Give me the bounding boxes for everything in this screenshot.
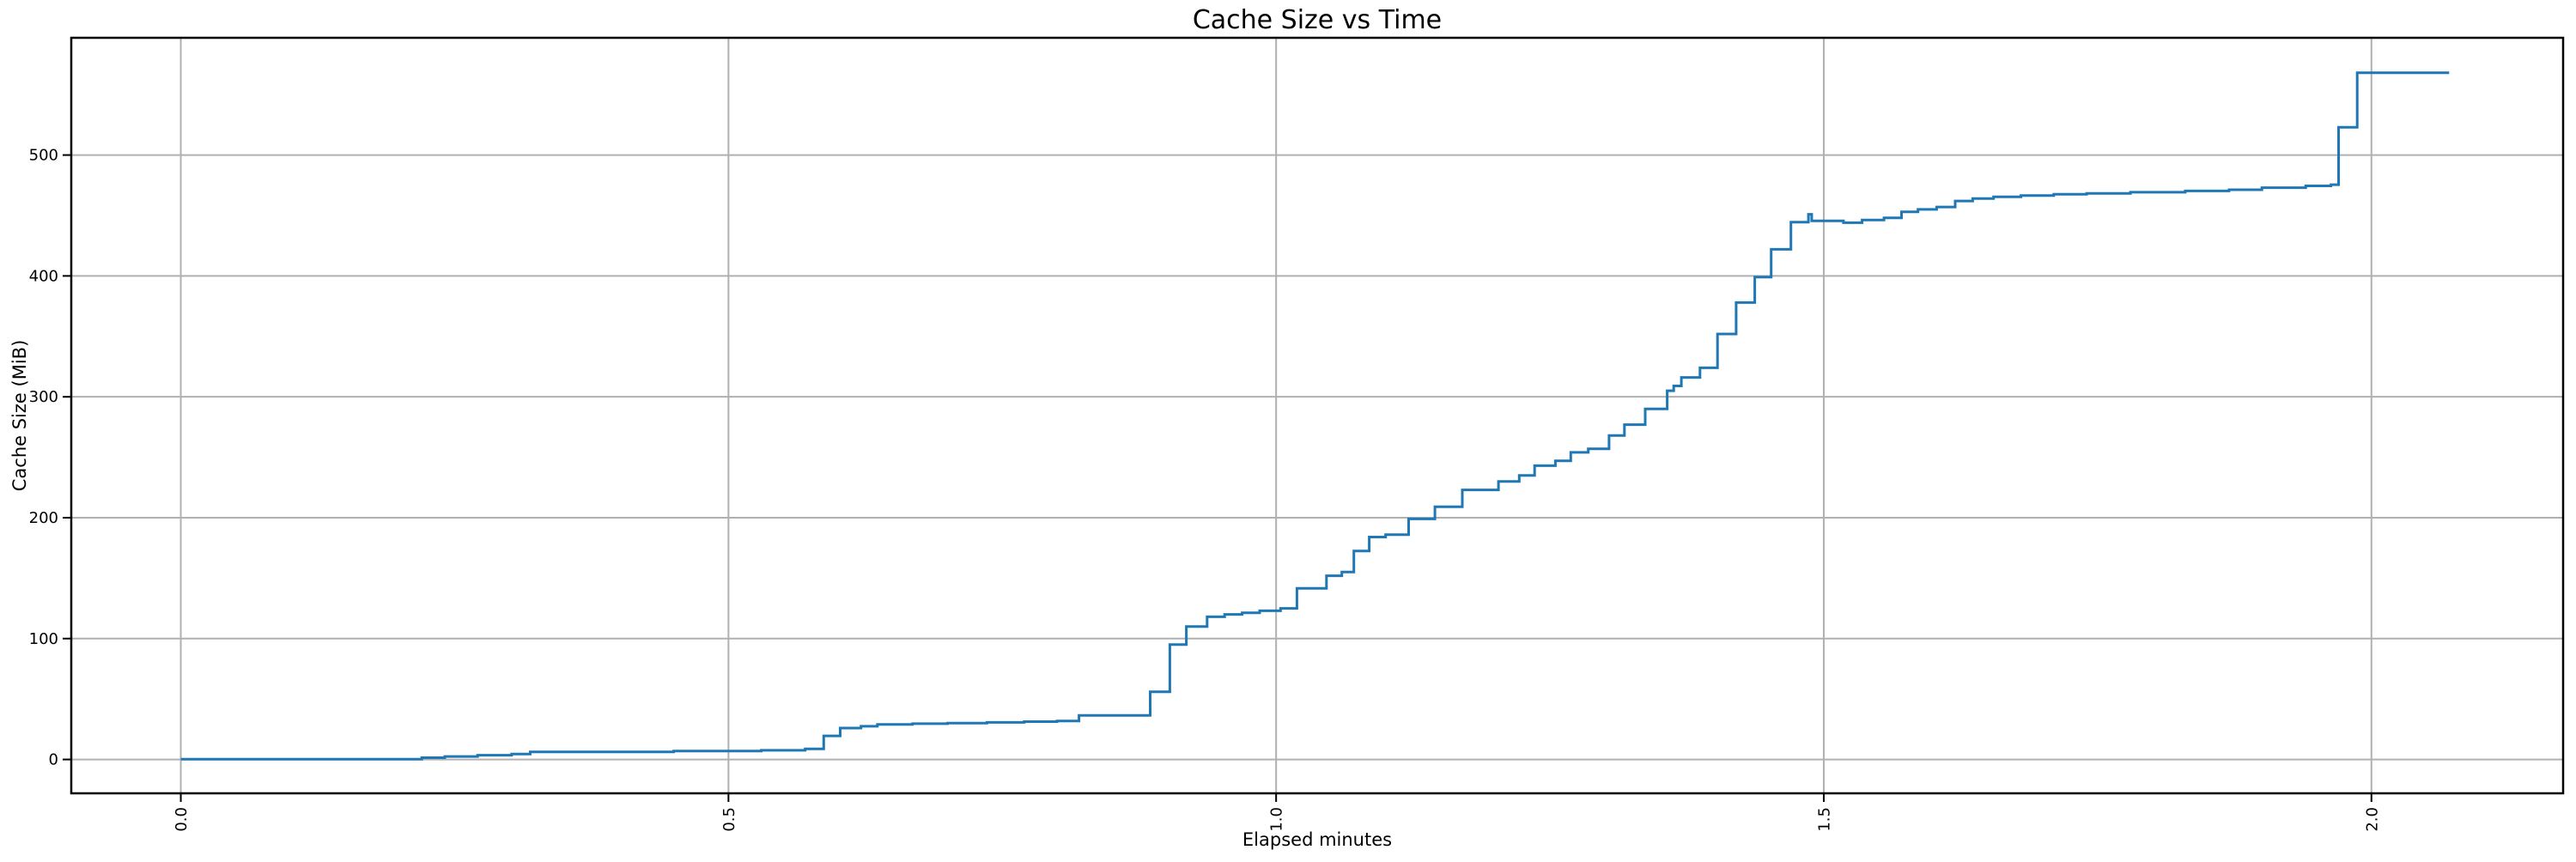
y-tick-label: 200 [29, 509, 58, 527]
y-tick-label: 300 [29, 388, 58, 406]
tick-marks [63, 154, 2372, 802]
gridlines [71, 38, 2563, 793]
x-tick-label: 0.0 [173, 807, 191, 832]
x-tick-label: 1.0 [1268, 807, 1286, 832]
x-tick-label: 2.0 [2363, 807, 2381, 832]
y-tick-labels: 0 100 200 300 400 500 [29, 147, 58, 769]
plot-area-border [70, 36, 2565, 795]
x-axis-label: Elapsed minutes [1242, 829, 1392, 850]
chart-title: Cache Size vs Time [1193, 5, 1442, 35]
x-tick-label: 0.5 [720, 807, 738, 832]
y-axis-label: Cache Size (MiB) [9, 340, 30, 492]
x-tick-label: 1.5 [1815, 807, 1833, 832]
y-tick-label: 100 [29, 630, 58, 648]
y-tick-label: 400 [29, 267, 58, 285]
y-tick-label: 0 [49, 751, 58, 769]
y-tick-label: 500 [29, 147, 58, 165]
x-tick-labels: 0.0 0.5 1.0 1.5 2.0 [173, 807, 2381, 832]
cache-size-line [180, 71, 2450, 761]
